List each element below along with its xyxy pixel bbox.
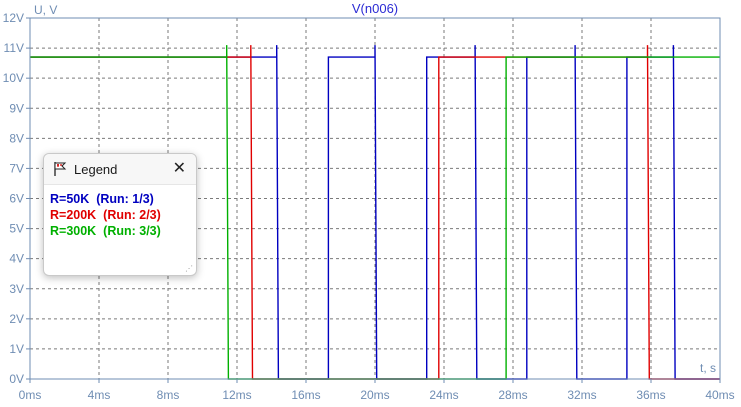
legend-window[interactable]: Legend ✕ R=50K (Run: 1/3) R=200K (Run: 2… xyxy=(43,153,197,276)
close-icon[interactable]: ✕ xyxy=(172,158,186,177)
y-tick-label: 7V xyxy=(9,161,24,175)
x-tick-label: 0ms xyxy=(19,388,42,402)
chart-title: V(n006) xyxy=(352,1,398,16)
resize-grip-icon[interactable]: ⋰ xyxy=(185,264,193,273)
x-tick-label: 36ms xyxy=(636,388,665,402)
x-tick-label: 16ms xyxy=(291,388,320,402)
legend-entry-run2: R=200K (Run: 2/3) xyxy=(50,208,161,222)
y-tick-label: 5V xyxy=(9,222,24,236)
x-tick-label: 12ms xyxy=(222,388,251,402)
y-tick-label: 9V xyxy=(9,101,24,115)
y-tick-label: 10V xyxy=(3,71,24,85)
y-axis-ticks: 0V 1V 2V 3V 4V 5V 6V 7V 8V 9V 10V 11V 12V xyxy=(3,11,30,386)
legend-titlebar[interactable]: Legend ✕ xyxy=(44,154,196,185)
y-tick-label: 0V xyxy=(9,372,24,386)
y-tick-label: 3V xyxy=(9,282,24,296)
legend-entry-run3: R=300K (Run: 3/3) xyxy=(50,224,161,238)
ltspice-flag-icon xyxy=(54,162,67,176)
x-axis-ticks: 0ms 4ms 8ms 12ms 16ms 20ms 24ms 28ms 32ms 36ms 40m… xyxy=(19,379,735,402)
x-tick-label: 20ms xyxy=(360,388,389,402)
x-tick-label: 32ms xyxy=(567,388,596,402)
y-tick-label: 8V xyxy=(9,131,24,145)
y-tick-label: 2V xyxy=(9,312,24,326)
y-tick-label: 1V xyxy=(9,342,24,356)
x-tick-label: 40ms xyxy=(705,388,734,402)
y-axis-label: U, V xyxy=(34,3,57,17)
legend-entry-run1: R=50K (Run: 1/3) xyxy=(50,192,154,206)
x-tick-label: 28ms xyxy=(498,388,527,402)
y-tick-label: 11V xyxy=(4,41,24,55)
y-tick-label: 4V xyxy=(9,252,24,266)
y-tick-label: 12V xyxy=(3,11,24,25)
x-tick-label: 4ms xyxy=(88,388,111,402)
y-tick-label: 6V xyxy=(9,192,24,206)
x-tick-label: 24ms xyxy=(429,388,458,402)
x-axis-label: t, s xyxy=(700,361,716,375)
legend-title: Legend xyxy=(74,161,118,177)
x-tick-label: 8ms xyxy=(157,388,180,402)
legend-entries: R=50K (Run: 1/3) R=200K (Run: 2/3) R=300… xyxy=(44,185,196,239)
